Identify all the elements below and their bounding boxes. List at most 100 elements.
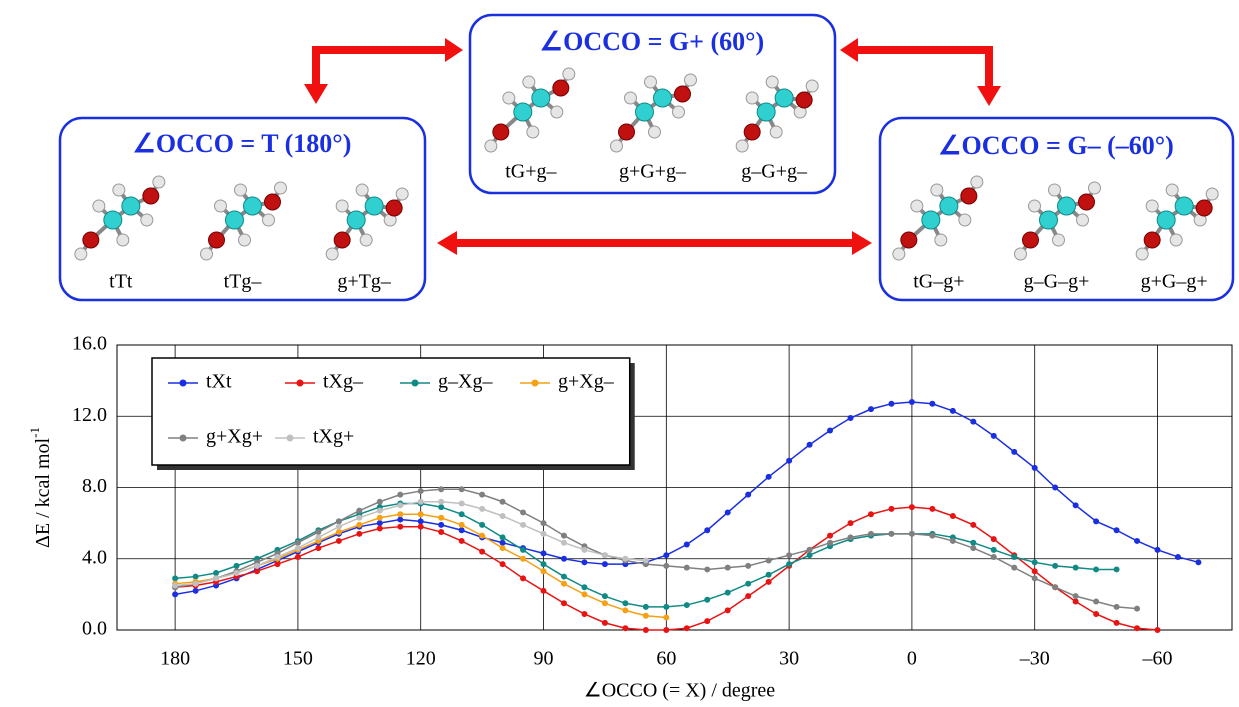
hydrogen <box>736 140 748 152</box>
data-point <box>254 568 260 574</box>
data-point <box>786 561 792 567</box>
carbon <box>1157 211 1175 229</box>
hydrogen <box>93 200 105 212</box>
data-point <box>500 513 506 519</box>
data-point <box>991 554 997 560</box>
data-point <box>561 556 567 562</box>
data-point <box>1073 565 1079 571</box>
hydrogen <box>746 92 758 104</box>
data-point <box>234 570 240 576</box>
data-point <box>1032 559 1038 565</box>
data-point <box>745 492 751 498</box>
data-point <box>213 570 219 576</box>
data-point <box>1093 611 1099 617</box>
data-point <box>315 534 321 540</box>
hydrogen <box>1206 188 1218 200</box>
hydrogen <box>931 184 943 196</box>
data-point <box>418 518 424 524</box>
hydrogen <box>766 76 778 88</box>
data-point <box>1052 485 1058 491</box>
box-title: ∠OCCO = G+ (60°) <box>540 27 764 56</box>
carbon <box>532 89 550 107</box>
data-point <box>684 565 690 571</box>
data-point <box>643 613 649 619</box>
data-point <box>541 520 547 526</box>
data-point <box>438 529 444 535</box>
molecule-label: tTt <box>109 271 133 293</box>
data-point <box>1114 604 1120 610</box>
data-point <box>193 574 199 580</box>
hydrogen <box>523 76 535 88</box>
data-point <box>766 474 772 480</box>
data-point <box>602 593 608 599</box>
data-point <box>827 533 833 539</box>
hydrogen <box>1077 214 1089 226</box>
molecule-label: tG+g– <box>505 161 557 183</box>
y-tick-label: 16.0 <box>72 333 107 355</box>
data-point <box>1134 606 1140 612</box>
data-point <box>1052 584 1058 590</box>
hydrogen <box>1170 234 1182 246</box>
data-point <box>1093 599 1099 605</box>
arrow <box>304 38 463 104</box>
oxygen <box>209 232 225 248</box>
data-point <box>172 591 178 597</box>
oxygen <box>1144 232 1160 248</box>
data-point <box>622 600 628 606</box>
data-point <box>868 531 874 537</box>
data-point <box>397 511 403 517</box>
carbon <box>1040 211 1058 229</box>
data-point <box>213 575 219 581</box>
oxygen <box>334 232 350 248</box>
molecule-label: g–G+g– <box>741 161 808 183</box>
hydrogen <box>1015 248 1027 260</box>
carbon <box>636 103 654 121</box>
x-tick-label: 90 <box>534 648 554 670</box>
hydrogen <box>235 184 247 196</box>
data-point <box>438 522 444 528</box>
data-point <box>172 575 178 581</box>
hydrogen <box>356 184 368 196</box>
molecule-label: g+Tg– <box>337 271 391 293</box>
hydrogen <box>1166 184 1178 196</box>
hydrogen <box>893 248 905 260</box>
data-point <box>725 565 731 571</box>
data-point <box>397 517 403 523</box>
oxygen <box>1196 200 1212 216</box>
carbon <box>1058 197 1076 215</box>
hydrogen <box>1053 234 1065 246</box>
data-point <box>418 499 424 505</box>
y-axis-label: ΔE / kcal mol-1 <box>27 427 54 548</box>
data-point <box>704 597 710 603</box>
data-point <box>1175 554 1181 560</box>
data-point <box>991 536 997 542</box>
x-axis-label: ∠OCCO (= X) / degree <box>584 680 776 702</box>
data-point <box>561 600 567 606</box>
data-point <box>193 581 199 587</box>
hydrogen <box>275 182 287 194</box>
hydrogen <box>201 248 213 260</box>
data-point <box>356 522 362 528</box>
legend-marker <box>412 380 419 387</box>
data-point <box>234 563 240 569</box>
oxygen <box>553 80 569 96</box>
data-point <box>868 511 874 517</box>
data-point <box>561 540 567 546</box>
data-point <box>909 399 915 405</box>
hydrogen <box>75 248 87 260</box>
data-point <box>602 552 608 558</box>
data-point <box>663 604 669 610</box>
carbon <box>122 197 140 215</box>
diagram: ∠OCCO = T (180°) ∠OCCO = G+ (60°) ∠OCCO … <box>60 15 1233 300</box>
data-point <box>1114 566 1120 572</box>
data-point <box>377 508 383 514</box>
data-point <box>909 531 915 537</box>
data-point <box>1032 568 1038 574</box>
oxygen <box>1023 232 1039 248</box>
data-point <box>1195 559 1201 565</box>
carbon <box>226 211 244 229</box>
data-point <box>479 549 485 555</box>
x-tick-label: 120 <box>406 648 436 670</box>
x-tick-label: –60 <box>1142 648 1173 670</box>
data-point <box>520 575 526 581</box>
